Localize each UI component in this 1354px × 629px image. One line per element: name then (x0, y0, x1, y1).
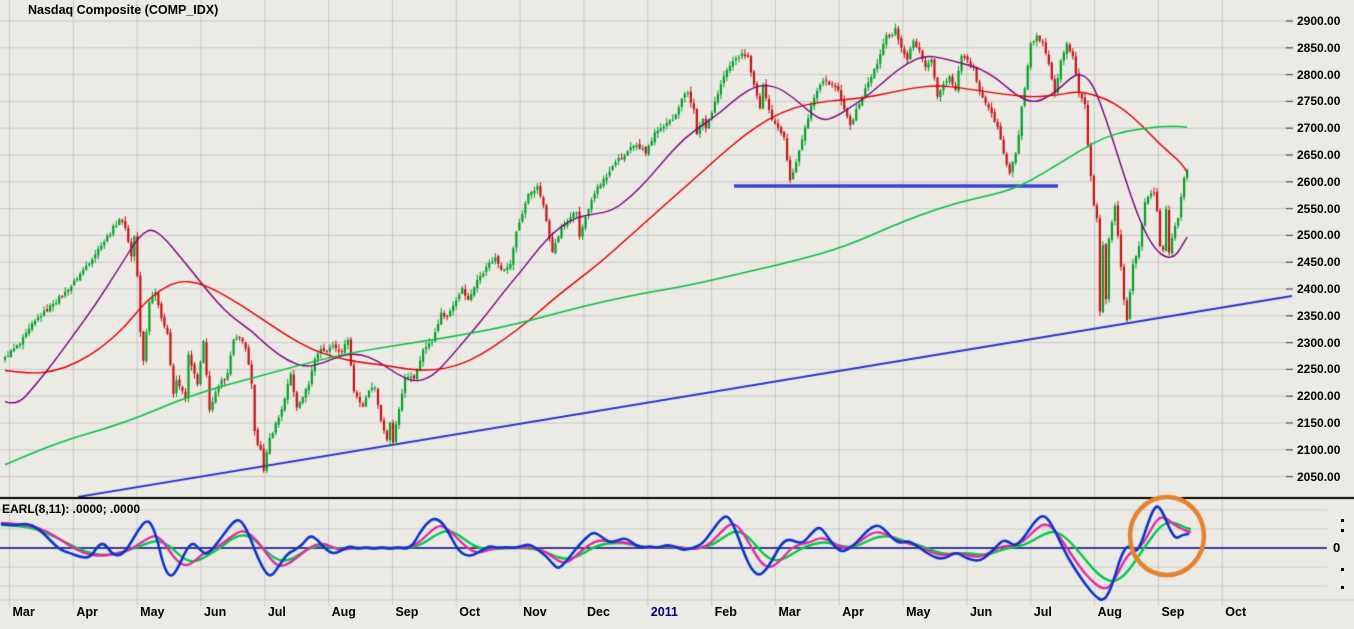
month-label: Aug (1097, 605, 1122, 619)
month-label: May (906, 605, 931, 619)
price-axis-label: 2350.00 (1297, 308, 1341, 323)
price-axis-label: 2200.00 (1297, 389, 1341, 404)
price-axis-label: 2100.00 (1297, 442, 1341, 457)
price-axis-label: 2800.00 (1297, 67, 1341, 82)
price-axis-label: 2050.00 (1297, 469, 1341, 484)
price-axis-label: 2250.00 (1297, 362, 1341, 377)
month-label: Dec (586, 605, 610, 619)
month-label: May (140, 605, 165, 619)
year-label: 2011 (650, 605, 678, 619)
oscillator-axis-dot (1341, 568, 1344, 571)
oscillator-zero-label: 0 (1333, 540, 1341, 555)
month-label: Apr (76, 605, 98, 619)
price-axis-label: 2650.00 (1297, 148, 1341, 162)
month-label: Jun (969, 605, 993, 619)
oscillator-axis-dot (1341, 529, 1344, 532)
price-axis-label: 2300.00 (1297, 335, 1341, 350)
price-axis-label: 2700.00 (1297, 121, 1341, 136)
month-label: Jul (1033, 605, 1052, 619)
month-label: Sep (395, 605, 419, 619)
price-axis-label: 2900.00 (1297, 14, 1341, 28)
price-axis-label: 2750.00 (1297, 94, 1341, 109)
price-axis-label: 2450.00 (1297, 255, 1341, 270)
price-axis-label: 2600.00 (1297, 174, 1341, 189)
month-label: Apr (842, 605, 864, 619)
price-axis-label: 2400.00 (1297, 282, 1341, 296)
price-axis-label: 2150.00 (1297, 416, 1341, 430)
month-label: Mar (12, 605, 35, 619)
month-label: Sep (1161, 605, 1185, 619)
indicator-label: EARL(8,11): .0000; .0000 (2, 502, 141, 516)
oscillator-axis-dot (1341, 519, 1344, 522)
month-label: Nov (523, 605, 547, 619)
month-label: Oct (1225, 605, 1247, 619)
price-axis-label: 2500.00 (1297, 228, 1341, 243)
price-axis-label: 2850.00 (1297, 40, 1341, 55)
price-axis-label: 2550.00 (1297, 201, 1341, 216)
month-label: Mar (778, 605, 801, 619)
month-label: Oct (459, 605, 481, 619)
month-label: Feb (714, 605, 737, 619)
month-label: Aug (331, 605, 356, 619)
month-label: Jul (267, 605, 286, 619)
oscillator-axis-dot (1341, 586, 1344, 589)
month-label: Jun (203, 605, 227, 619)
chart-title: Nasdaq Composite (COMP_IDX) (28, 3, 219, 17)
